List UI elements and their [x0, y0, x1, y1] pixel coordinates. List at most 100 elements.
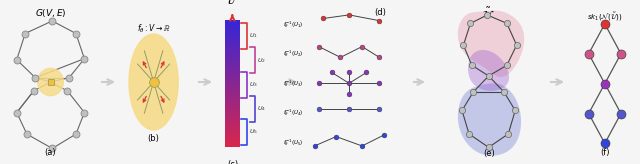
- Bar: [225, 72, 240, 73]
- Bar: [225, 75, 240, 76]
- Bar: [225, 139, 240, 141]
- Bar: [225, 34, 240, 35]
- Bar: [225, 109, 240, 110]
- Bar: [225, 124, 240, 125]
- Bar: [225, 129, 240, 130]
- Bar: [225, 35, 240, 36]
- Text: $f_\theta^{-1}(U_5)$: $f_\theta^{-1}(U_5)$: [283, 137, 303, 148]
- Bar: [225, 86, 240, 87]
- Bar: [225, 26, 240, 28]
- Bar: [225, 48, 240, 49]
- Bar: [225, 100, 240, 101]
- Bar: [225, 67, 240, 68]
- Bar: [225, 83, 240, 85]
- Bar: [225, 53, 240, 54]
- Bar: [225, 90, 240, 91]
- Bar: [225, 28, 240, 29]
- Text: $\tilde{\mathcal{U}}$: $\tilde{\mathcal{U}}$: [483, 6, 495, 21]
- Bar: [225, 105, 240, 106]
- Bar: [225, 108, 240, 109]
- Bar: [225, 102, 240, 104]
- Bar: [225, 45, 240, 47]
- Text: $U_3$: $U_3$: [249, 80, 257, 89]
- Text: (d): (d): [374, 8, 386, 17]
- Bar: [225, 40, 240, 41]
- Bar: [225, 95, 240, 96]
- Text: $U_4$: $U_4$: [257, 104, 266, 113]
- Bar: [225, 38, 240, 39]
- Bar: [225, 49, 240, 50]
- Text: $f_\theta^{-1}(U_1)$: $f_\theta^{-1}(U_1)$: [283, 19, 303, 30]
- Bar: [225, 91, 240, 92]
- Bar: [225, 81, 240, 82]
- Bar: [225, 97, 240, 99]
- Text: (f): (f): [600, 148, 609, 157]
- Bar: [225, 141, 240, 142]
- Bar: [225, 24, 240, 25]
- Bar: [225, 130, 240, 132]
- Bar: [225, 127, 240, 128]
- Bar: [225, 116, 240, 118]
- Bar: [225, 134, 240, 135]
- Text: $G(V,E)$: $G(V,E)$: [35, 7, 67, 19]
- Bar: [225, 146, 240, 147]
- Bar: [225, 118, 240, 119]
- Bar: [225, 114, 240, 115]
- Text: $f_\theta^{-1}(U_4)$: $f_\theta^{-1}(U_4)$: [283, 107, 303, 118]
- Text: (a): (a): [45, 148, 56, 157]
- Bar: [225, 31, 240, 33]
- Bar: [225, 132, 240, 133]
- Bar: [225, 25, 240, 26]
- Bar: [225, 92, 240, 94]
- Bar: [225, 96, 240, 97]
- Bar: [225, 101, 240, 102]
- Bar: [225, 76, 240, 77]
- Bar: [225, 89, 240, 90]
- Bar: [225, 119, 240, 120]
- Bar: [225, 62, 240, 63]
- Bar: [225, 125, 240, 127]
- Text: $\mathcal{U}$: $\mathcal{U}$: [226, 0, 239, 6]
- Polygon shape: [458, 83, 521, 156]
- Text: $f_\theta : V \to \mathbb{R}$: $f_\theta : V \to \mathbb{R}$: [137, 22, 170, 35]
- Text: (c): (c): [227, 160, 238, 164]
- Bar: [225, 73, 240, 75]
- Bar: [225, 77, 240, 78]
- Bar: [225, 68, 240, 70]
- Text: $f_\theta^{-1}(U_3)$: $f_\theta^{-1}(U_3)$: [283, 78, 303, 89]
- Bar: [225, 44, 240, 45]
- Bar: [225, 82, 240, 83]
- Bar: [225, 20, 240, 21]
- Bar: [225, 57, 240, 58]
- Bar: [225, 64, 240, 66]
- Text: $U_5$: $U_5$: [249, 127, 258, 136]
- Bar: [225, 128, 240, 129]
- Bar: [225, 80, 240, 81]
- Bar: [225, 111, 240, 113]
- Bar: [225, 50, 240, 52]
- Circle shape: [38, 68, 63, 96]
- Text: $U_1$: $U_1$: [249, 31, 257, 40]
- Bar: [225, 66, 240, 67]
- Bar: [225, 122, 240, 123]
- Bar: [225, 43, 240, 44]
- Bar: [225, 22, 240, 24]
- Bar: [225, 138, 240, 139]
- Bar: [225, 104, 240, 105]
- Bar: [225, 61, 240, 62]
- Bar: [225, 144, 240, 146]
- Circle shape: [129, 34, 178, 130]
- Bar: [225, 58, 240, 59]
- Bar: [225, 87, 240, 89]
- Bar: [225, 115, 240, 116]
- Bar: [225, 59, 240, 61]
- Polygon shape: [458, 10, 524, 77]
- Bar: [225, 123, 240, 124]
- Bar: [225, 137, 240, 138]
- Text: $f_\theta^{-1}(U_2)$: $f_\theta^{-1}(U_2)$: [283, 48, 303, 59]
- Bar: [225, 113, 240, 114]
- Bar: [225, 99, 240, 100]
- Bar: [225, 55, 240, 57]
- Text: $sk_1(\mathcal{N}(\tilde{\mathcal{U}}))$: $sk_1(\mathcal{N}(\tilde{\mathcal{U}}))$: [587, 10, 623, 23]
- Bar: [225, 142, 240, 143]
